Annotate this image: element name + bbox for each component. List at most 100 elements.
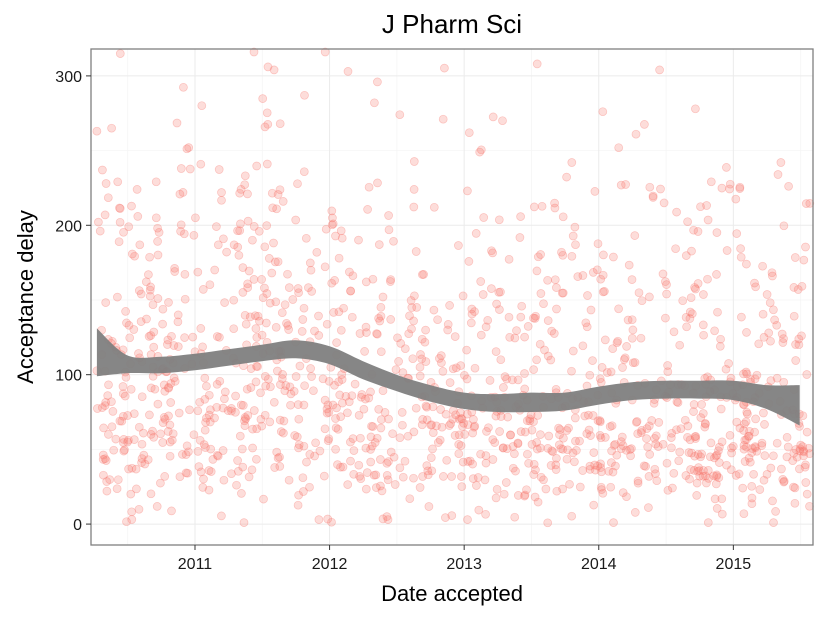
scatter-point — [200, 425, 210, 435]
scatter-point — [292, 432, 302, 442]
scatter-point — [755, 485, 765, 494]
scatter-point — [120, 445, 129, 455]
scatter-point — [559, 433, 568, 443]
scatter-point — [571, 436, 580, 446]
scatter-point — [375, 316, 385, 326]
scatter-point — [165, 437, 175, 447]
scatter-point — [255, 316, 264, 326]
scatter-point — [429, 202, 439, 212]
scatter-point — [508, 463, 518, 473]
scatter-point — [627, 315, 637, 325]
scatter-point — [169, 341, 179, 350]
scatter-point — [541, 484, 551, 494]
scatter-point — [293, 400, 303, 409]
scatter-point — [739, 509, 749, 519]
scatter-point — [805, 501, 814, 511]
scatter-point — [260, 410, 270, 420]
x-tick-label: 2011 — [178, 556, 213, 573]
scatter-point — [153, 250, 163, 260]
scatter-point — [745, 426, 754, 436]
scatter-point — [361, 484, 371, 494]
scatter-point — [206, 444, 216, 454]
chart-title: J Pharm Sci — [382, 9, 522, 39]
scatter-point — [548, 447, 558, 456]
scatter-point — [268, 203, 278, 213]
scatter-point — [256, 388, 265, 398]
scatter-point — [750, 427, 759, 437]
scatter-point — [563, 445, 572, 455]
scatter-point — [356, 433, 365, 443]
scatter-point — [299, 441, 309, 451]
scatter-point — [137, 458, 146, 467]
scatter-point — [463, 515, 472, 524]
scatter-point — [463, 186, 472, 196]
scatter-point — [485, 376, 495, 385]
scatter-point — [114, 237, 124, 247]
scatter-point — [536, 430, 545, 439]
scatter-point — [565, 479, 574, 489]
scatter-point — [790, 498, 800, 508]
scatter-point — [516, 427, 526, 436]
scatter-point — [701, 419, 710, 429]
scatter-point — [101, 456, 111, 465]
scatter-point — [218, 403, 228, 413]
scatter-point — [795, 464, 804, 474]
scatter-point — [237, 489, 246, 498]
scatter-point — [252, 454, 261, 464]
scatter-point — [589, 448, 599, 457]
scatter-point — [206, 405, 215, 415]
scatter-point — [295, 361, 305, 371]
scatter-point — [593, 461, 603, 471]
scatter-point — [779, 476, 789, 486]
scatter-point — [376, 481, 385, 491]
scatter-point — [294, 490, 303, 500]
scatter-point — [767, 268, 777, 278]
scatter-point — [449, 406, 458, 415]
scatter-point — [580, 411, 590, 421]
scatter-point — [328, 219, 338, 229]
scatter-point — [607, 446, 616, 456]
scatter-point — [739, 444, 749, 454]
scatter-point — [468, 459, 477, 469]
scatter-point — [361, 277, 371, 287]
scatter-point — [690, 283, 699, 292]
scatter-point — [160, 414, 170, 424]
scatter-point — [672, 425, 681, 435]
scatter-point — [743, 409, 752, 419]
scatter-point — [562, 172, 571, 182]
scatter-point — [651, 469, 660, 479]
scatter-point — [717, 494, 727, 504]
scatter-point — [492, 299, 501, 309]
scatter-point — [706, 177, 716, 187]
scatter-point — [652, 476, 662, 486]
scatter-point — [206, 467, 216, 476]
scatter-point — [626, 451, 635, 461]
scatter-point — [742, 328, 751, 337]
scatter-point — [575, 436, 584, 446]
scatter-point — [251, 324, 261, 333]
scatter-point — [725, 184, 734, 194]
scatter-point — [310, 326, 319, 336]
scatter-point — [533, 497, 543, 507]
scatter-point — [163, 335, 173, 345]
scatter-point — [674, 456, 684, 466]
scatter-point — [269, 397, 279, 407]
scatter-point — [722, 163, 731, 172]
scatter-point — [505, 332, 515, 342]
scatter-point — [334, 253, 344, 263]
scatter-point — [152, 502, 162, 511]
scatter-point — [304, 283, 313, 292]
scatter-point — [170, 267, 180, 276]
scatter-point — [491, 347, 501, 356]
scatter-point — [731, 471, 741, 480]
scatter-point — [779, 377, 789, 387]
scatter-point — [293, 500, 303, 510]
scatter-point — [699, 330, 708, 340]
scatter-point — [589, 500, 599, 510]
scatter-point — [450, 332, 460, 341]
scatter-point — [294, 414, 304, 424]
scatter-point — [421, 401, 431, 411]
scatter-point — [205, 280, 215, 290]
scatter-point — [259, 494, 268, 504]
scatter-point — [578, 466, 588, 475]
